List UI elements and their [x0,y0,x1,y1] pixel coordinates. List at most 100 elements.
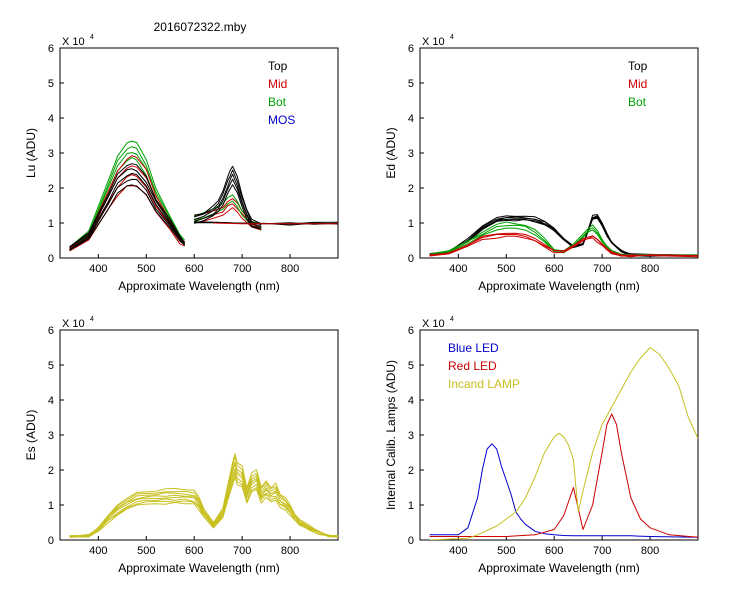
lamps-series-blue-led-line [429,443,698,538]
ed-exponent-label: X 10 [422,36,445,48]
lu-series-mid-line [213,222,338,225]
ed-xtick-label: 800 [641,263,659,275]
lamps-ytick-label: 3 [408,430,414,442]
ed-series-mid-line [429,232,698,257]
lu-axes-frame [59,47,339,259]
lamps-xtick-label: 700 [593,545,611,557]
lamps-xtick-label: 400 [449,545,467,557]
lu-legend-mid: Mid [268,77,287,91]
lu-ytick-label: 4 [48,113,54,125]
lu-series-top-line [69,172,186,250]
lamps-ytick-label: 0 [408,535,414,547]
lu-legend-bot: Bot [268,95,287,109]
es-ytick-label: 3 [48,430,54,442]
ed-legend-mid: Mid [628,77,647,91]
es-axes-frame [59,329,339,541]
ed-xtick-label: 700 [593,263,611,275]
es-series-es-line [69,463,338,537]
ed-ytick-label: 0 [408,253,414,265]
es-xtick-label: 600 [185,545,203,557]
ed-ylabel: Ed (ADU) [384,127,398,178]
ed-xlabel: Approximate Wavelength (nm) [478,279,640,293]
lu-legend-mos: MOS [268,113,295,127]
ed-xtick-label: 400 [449,263,467,275]
es-xtick-label: 700 [233,545,251,557]
ed-xtick-label: 500 [497,263,515,275]
ed-legend-top: Top [628,59,648,73]
ed-series-top-line [429,214,698,256]
es-ytick-label: 2 [48,465,54,477]
lamps-xtick-label: 800 [641,545,659,557]
ed-legend-bot: Bot [628,95,647,109]
lu-ytick-label: 0 [48,253,54,265]
figure-title: 2016072322.mby [153,20,247,34]
lamps-xtick-label: 600 [545,545,563,557]
lu-exponent-label: X 10 [62,36,85,48]
es-exponent-power: 4 [90,316,94,323]
es-ylabel: Es (ADU) [24,410,38,461]
es-xtick-label: 500 [137,545,155,557]
es-ytick-label: 0 [48,535,54,547]
lu-ytick-label: 3 [48,148,54,160]
lu-xtick-label: 500 [137,263,155,275]
es-series-es-line [69,473,338,538]
ed-ytick-label: 3 [408,148,414,160]
ed-ytick-label: 5 [408,78,414,90]
es-ytick-label: 6 [48,325,54,337]
lu-series-bot-line [69,140,185,248]
lamps-xlabel: Approximate Wavelength (nm) [478,561,640,575]
lamps-xtick-label: 500 [497,545,515,557]
lu-series-top-line [69,178,186,251]
lamps-ytick-label: 2 [408,465,414,477]
lu-series-top-line [194,178,262,228]
lu-xtick-label: 400 [89,263,107,275]
lamps-series-red-led-line [429,413,698,538]
lamps-ytick-label: 5 [408,360,414,372]
lamps-ytick-label: 6 [408,325,414,337]
lu-xtick-label: 600 [185,263,203,275]
lamps-legend-blue-led: Blue LED [448,341,499,355]
lu-ylabel: Lu (ADU) [24,128,38,178]
es-series-es-line [69,468,338,538]
es-series-es-line [69,456,338,538]
lu-series-top-line [69,168,185,249]
lu-ytick-label: 6 [48,43,54,55]
ed-series-mid-line [429,235,698,258]
ed-series-bot-line [429,227,698,257]
ed-exponent-power: 4 [450,34,454,41]
es-ytick-label: 4 [48,395,54,407]
ed-series-top-line [429,215,698,256]
lu-ytick-label: 1 [48,218,54,230]
lamps-ylabel: Internal Calib. Lamps (ADU) [384,360,398,510]
lu-legend-top: Top [268,59,288,73]
es-series-es-line [69,461,338,538]
es-series-es-line [69,476,338,538]
es-exponent-label: X 10 [62,318,85,330]
lamps-legend-incand-lamp: Incand LAMP [448,377,520,391]
es-ytick-label: 5 [48,360,54,372]
lu-series-top-line [69,184,185,251]
lu-series-top-line [194,173,262,227]
lu-xtick-label: 800 [281,263,299,275]
lamps-legend-red-led: Red LED [448,359,497,373]
lu-ytick-label: 5 [48,78,54,90]
lu-xtick-label: 700 [233,263,251,275]
lamps-exponent-label: X 10 [422,318,445,330]
lamps-exponent-power: 4 [450,316,454,323]
lu-ytick-label: 2 [48,183,54,195]
es-ytick-label: 1 [48,500,54,512]
ed-ytick-label: 1 [408,218,414,230]
lu-series-bot-line [69,146,185,248]
es-xtick-label: 400 [89,545,107,557]
lu-series-top-line [69,163,186,248]
ed-xtick-label: 600 [545,263,563,275]
lamps-series-incand-lamp-line [429,347,698,540]
ed-ytick-label: 6 [408,43,414,55]
ed-series-bot-line [429,221,698,256]
ed-ytick-label: 4 [408,113,414,125]
ed-ytick-label: 2 [408,183,414,195]
es-xlabel: Approximate Wavelength (nm) [118,561,280,575]
lu-series-top-line [194,165,262,225]
lu-series-top-line [194,184,262,230]
